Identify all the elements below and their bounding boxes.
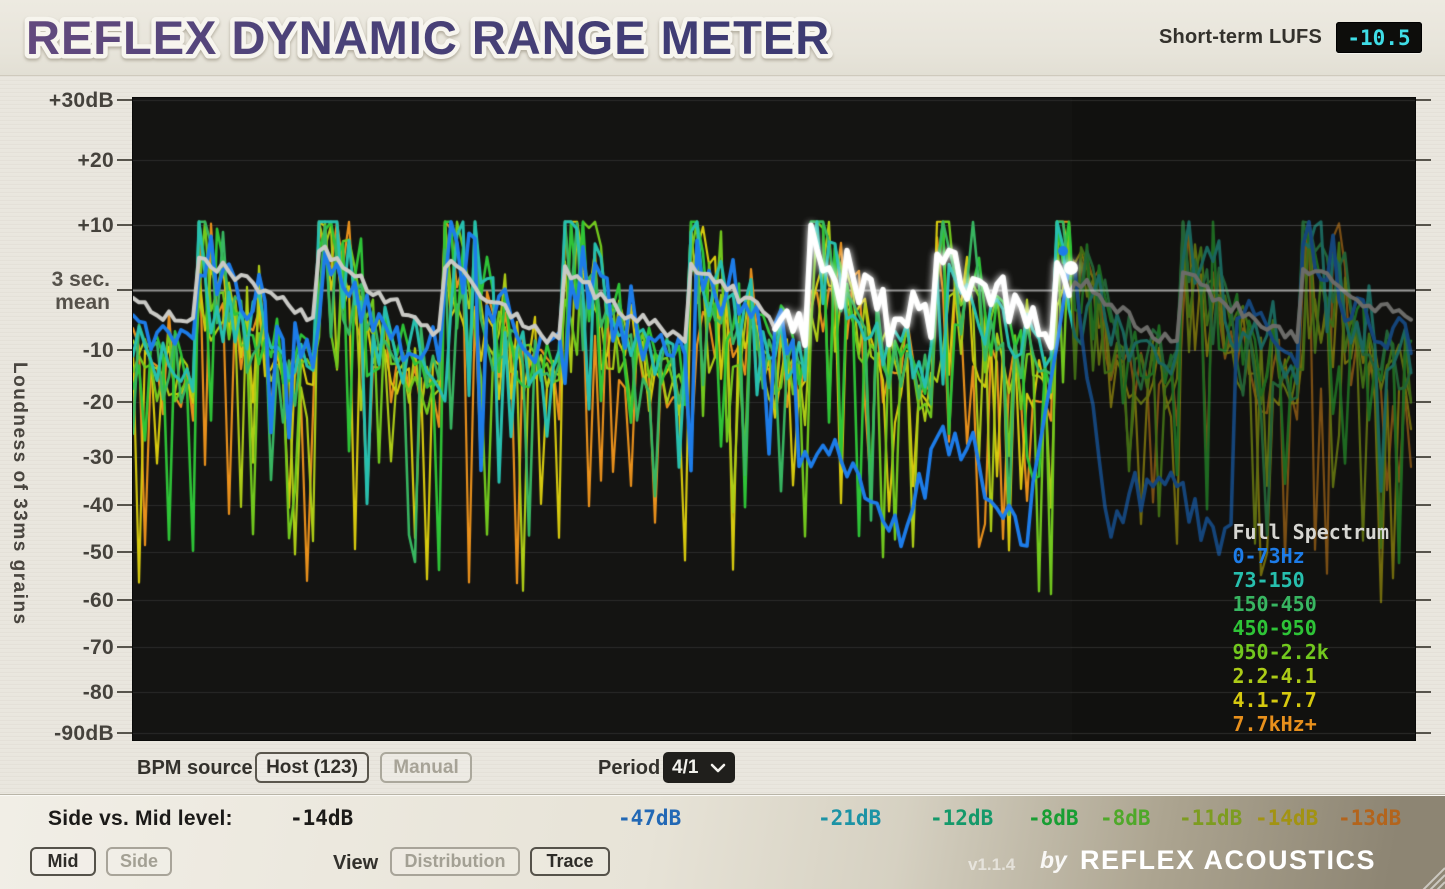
legend-entry: 4.1-7.7 <box>1232 688 1317 712</box>
trace-canvas <box>133 98 1415 740</box>
axis-tick-mark <box>1416 289 1431 291</box>
mid-button[interactable]: Mid <box>30 847 96 876</box>
legend-entry: 7.7kHz+ <box>1232 712 1317 736</box>
by-label: by <box>1040 847 1067 873</box>
y-axis-tick-label: +10 <box>77 214 114 237</box>
y-axis-tick-label: -80 <box>82 681 114 704</box>
axis-tick-mark <box>117 224 132 226</box>
legend-entry: 150-450 <box>1232 592 1317 616</box>
y-axis-tick-label: -70 <box>82 636 114 659</box>
y-axis-tick-label: -10 <box>82 339 114 362</box>
side-mid-value: -8dB <box>1100 806 1151 830</box>
y-axis-tick-label: +20 <box>77 149 114 172</box>
y-axis-tick-label: -30 <box>82 446 114 469</box>
axis-tick-mark <box>117 159 132 161</box>
period-label: Period <box>598 757 661 779</box>
lufs-label: Short-term LUFS <box>1159 26 1322 48</box>
axis-tick-mark <box>117 99 132 101</box>
axis-tick-mark <box>1416 349 1431 351</box>
axis-tick-mark <box>117 349 132 351</box>
y-axis-tick-label: -20 <box>82 391 114 414</box>
side-mid-value: -47dB <box>618 806 682 830</box>
legend-entry: 450-950 <box>1232 616 1317 640</box>
side-mid-value: -14dB <box>290 806 354 830</box>
period-value: 4/1 <box>672 756 699 778</box>
view-distribution-button[interactable]: Distribution <box>390 847 520 876</box>
page-title: REFLEX DYNAMIC RANGE METER <box>26 11 830 64</box>
axis-tick-mark <box>1416 159 1431 161</box>
side-mid-value: -21dB <box>818 806 882 830</box>
axis-tick-mark <box>117 732 132 734</box>
y-axis-title: Loudness of 33ms grains <box>9 362 30 626</box>
band-legend: Full Spectrum 0-73Hz 73-150 150-450 450-950 9… <box>1232 520 1389 736</box>
axis-tick-mark <box>117 646 132 648</box>
axis-tick-mark <box>1416 456 1431 458</box>
lufs-readout: -10.5 <box>1336 22 1422 53</box>
loudness-chart: Full Spectrum 0-73Hz 73-150 150-450 450-950 9… <box>133 98 1415 740</box>
view-trace-button[interactable]: Trace <box>530 847 610 876</box>
brand-name: REFLEX ACOUSTICS <box>1080 845 1377 875</box>
axis-tick-mark <box>1416 551 1431 553</box>
bpm-manual-button[interactable]: Manual <box>380 752 472 783</box>
lufs-value: -10.5 <box>1347 25 1411 50</box>
y-axis-tick-label: +30dB <box>48 89 114 112</box>
y-axis-tick-label: -60 <box>82 589 114 612</box>
version-label: v1.1.4 <box>968 855 1016 874</box>
axis-tick-mark <box>117 691 132 693</box>
axis-tick-mark <box>1416 99 1431 101</box>
header-bar: REFLEX DYNAMIC RANGE METER Short-term LU… <box>0 0 1445 76</box>
legend-entry: 950-2.2k <box>1232 640 1329 664</box>
axis-tick-mark <box>117 551 132 553</box>
axis-tick-mark <box>1416 599 1431 601</box>
side-mid-value: -14dB <box>1255 806 1319 830</box>
footer-panel: Side vs. Mid level: -14dB -47dB -21dB -12dB… <box>0 794 1445 889</box>
period-dropdown[interactable]: 4/1 <box>663 752 735 783</box>
axis-tick-mark <box>1416 401 1431 403</box>
legend-entry: 73-150 <box>1232 568 1305 592</box>
axis-tick-mark <box>117 289 132 291</box>
axis-tick-mark <box>117 401 132 403</box>
y-axis-tick-label: -90dB <box>54 722 114 745</box>
axis-tick-mark <box>1416 646 1431 648</box>
axis-tick-mark <box>1416 504 1431 506</box>
resize-grip[interactable] <box>1419 864 1445 889</box>
view-label: View <box>333 852 379 874</box>
axis-tick-mark <box>117 456 132 458</box>
side-mid-value: -8dB <box>1028 806 1079 830</box>
y-axis-tick-label: -50 <box>82 541 114 564</box>
axis-tick-mark <box>1416 732 1431 734</box>
axis-tick-mark <box>1416 691 1431 693</box>
side-mid-value: -11dB <box>1179 806 1243 830</box>
legend-entry: 2.2-4.1 <box>1232 664 1317 688</box>
side-mid-label: Side vs. Mid level: <box>48 807 233 830</box>
app-title-art: REFLEX DYNAMIC RANGE METER <box>22 7 834 69</box>
axis-tick-mark <box>117 504 132 506</box>
axis-tick-mark <box>117 599 132 601</box>
y-axis-tick-label: -40 <box>82 494 114 517</box>
bpm-host-button[interactable]: Host (123) <box>255 752 369 783</box>
axis-tick-mark <box>1416 224 1431 226</box>
mean-axis-label: 3 sec. mean <box>51 268 110 314</box>
bpm-source-label: BPM source <box>137 757 253 779</box>
side-button[interactable]: Side <box>106 847 172 876</box>
legend-entry: 0-73Hz <box>1232 544 1305 568</box>
side-mid-value: -13dB <box>1338 806 1402 830</box>
legend-entry: Full Spectrum <box>1232 520 1389 544</box>
side-mid-value: -12dB <box>930 806 994 830</box>
chevron-down-icon <box>710 763 726 772</box>
